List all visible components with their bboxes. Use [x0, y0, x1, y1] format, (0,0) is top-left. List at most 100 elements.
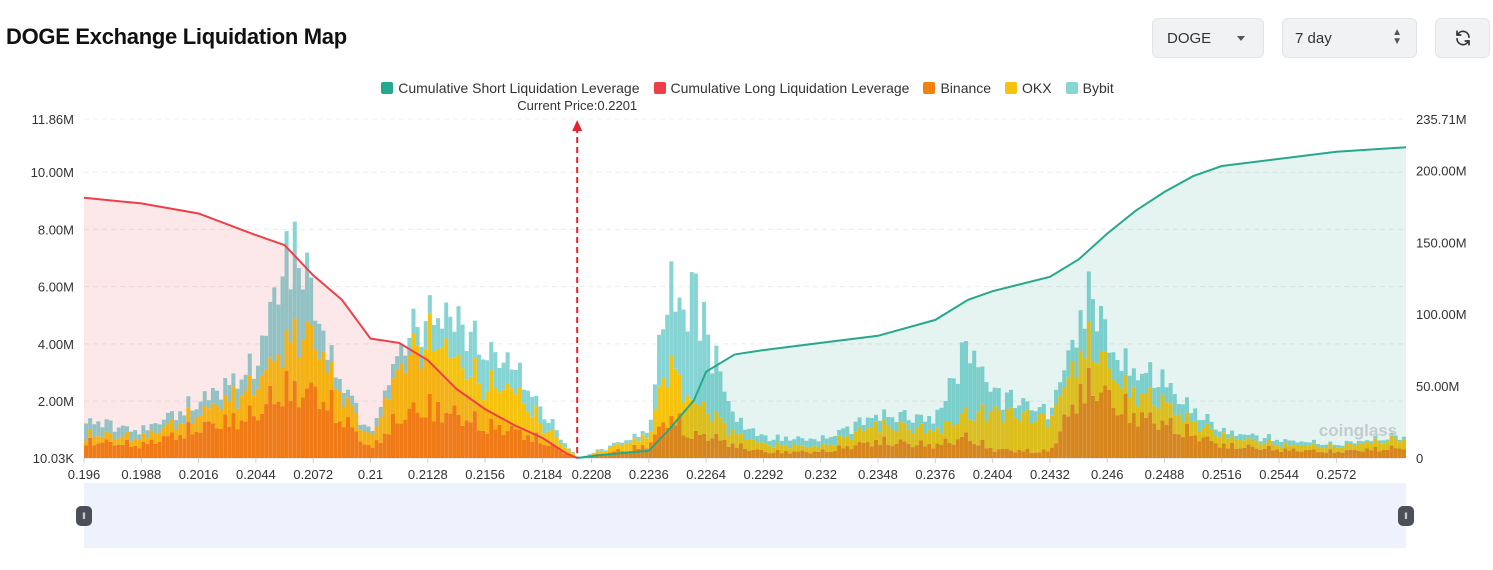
bybit-bar: [1332, 444, 1337, 448]
okx-bar: [657, 386, 662, 427]
bybit-bar: [411, 308, 416, 334]
x-tick-label: 0.232: [804, 467, 837, 480]
okx-bar: [116, 438, 121, 445]
binance-bar: [869, 446, 874, 458]
binance-bar: [1242, 447, 1247, 458]
legend-item[interactable]: Cumulative Short Liquidation Leverage: [381, 80, 640, 96]
period-select[interactable]: 7 day ▲ ▼: [1282, 18, 1417, 58]
bybit-bar: [931, 423, 936, 432]
okx-bar: [84, 440, 89, 446]
okx-bar: [1123, 374, 1128, 394]
bybit-bar: [272, 287, 277, 362]
bybit-bar: [910, 422, 915, 434]
okx-bar: [108, 433, 113, 442]
binance-bar: [894, 443, 899, 458]
binance-bar: [124, 439, 129, 458]
bybit-bar: [1356, 440, 1361, 444]
bybit-bar: [837, 429, 842, 436]
bybit-bar: [337, 379, 342, 391]
liquidation-chart: 10.03K 2.00M 4.00M 6.00M 8.00M 10.00M 11.86M 0 5…: [31, 98, 1467, 480]
okx-bar: [239, 395, 244, 421]
range-slider-right-handle[interactable]: ‖: [1398, 506, 1414, 526]
okx-bar: [444, 338, 449, 413]
bybit-bar: [419, 346, 424, 369]
binance-bar: [665, 427, 670, 458]
okx-bar: [276, 354, 281, 402]
binance-bar: [247, 405, 252, 458]
binance-bar: [288, 400, 293, 458]
okx-bar: [1025, 409, 1030, 449]
bybit-bar: [300, 289, 305, 340]
bybit-bar: [542, 419, 547, 434]
x-tick-label: 0.2572: [1317, 467, 1357, 480]
bybit-bar: [562, 443, 567, 448]
binance-bar: [1303, 450, 1308, 458]
legend-item[interactable]: OKX: [1005, 80, 1052, 96]
binance-bar: [276, 401, 281, 458]
okx-bar: [1401, 439, 1406, 450]
binance-bar: [235, 429, 240, 458]
bybit-bar: [1123, 348, 1128, 375]
bybit-bar: [591, 452, 596, 454]
refresh-button[interactable]: [1435, 18, 1490, 58]
bybit-bar: [775, 434, 780, 443]
binance-bar: [325, 410, 330, 458]
binance-bar: [1287, 450, 1292, 458]
binance-bar: [738, 443, 743, 458]
okx-bar: [1373, 438, 1378, 447]
binance-bar: [436, 401, 441, 458]
okx-bar: [407, 355, 412, 409]
okx-bar: [1246, 438, 1251, 445]
binance-bar: [1115, 415, 1120, 458]
binance-bar: [251, 416, 256, 458]
okx-bar: [309, 325, 314, 383]
binance-bar: [460, 425, 465, 458]
bybit-bar: [1058, 382, 1063, 397]
range-slider-left-handle[interactable]: ‖: [76, 506, 92, 526]
y-left-tick-label: 10.00M: [31, 165, 74, 180]
bybit-bar: [984, 382, 989, 421]
okx-bar: [591, 453, 596, 456]
bybit-bar: [231, 373, 236, 387]
bybit-bar: [1250, 433, 1255, 439]
bybit-bar: [1266, 434, 1271, 440]
okx-bar: [321, 351, 326, 402]
y-left-tick-label: 6.00M: [38, 280, 74, 295]
bybit-bar: [882, 409, 887, 420]
binance-bar: [558, 450, 563, 458]
okx-bar: [644, 438, 649, 449]
binance-bar: [841, 448, 846, 458]
y-right-tick-label: 235.71M: [1416, 112, 1467, 127]
bybit-bar: [264, 335, 269, 370]
binance-bar: [530, 441, 535, 458]
legend-item[interactable]: Binance: [923, 80, 991, 96]
bybit-bar: [431, 325, 436, 352]
okx-bar: [182, 423, 187, 439]
legend-label: Bybit: [1082, 80, 1114, 96]
legend-item[interactable]: Cumulative Long Liquidation Leverage: [653, 80, 909, 96]
binance-bar: [1086, 367, 1091, 458]
okx-bar: [169, 419, 174, 433]
binance-bar: [264, 404, 269, 458]
okx-bar: [546, 431, 551, 446]
coin-select[interactable]: DOGE: [1152, 18, 1264, 58]
bybit-bar: [407, 337, 412, 356]
bybit-bar: [853, 421, 858, 432]
y-left-tick-label: 11.86M: [32, 112, 74, 127]
bybit-bar: [841, 428, 846, 437]
binance-bar: [755, 449, 760, 458]
range-slider-track[interactable]: [84, 483, 1406, 548]
binance-bar: [243, 421, 248, 458]
legend-item[interactable]: Bybit: [1065, 80, 1114, 96]
x-tick-label: 0.2404: [973, 467, 1013, 480]
bybit-bar: [309, 277, 314, 326]
bybit-bar: [194, 409, 199, 418]
bybit-bar: [472, 320, 477, 358]
bybit-bar: [677, 297, 682, 375]
bybit-bar: [1000, 409, 1005, 423]
binance-bar: [362, 444, 367, 458]
okx-bar: [652, 409, 657, 435]
bybit-bar: [788, 440, 793, 449]
bybit-bar: [1258, 441, 1263, 445]
okx-bar: [354, 412, 359, 432]
